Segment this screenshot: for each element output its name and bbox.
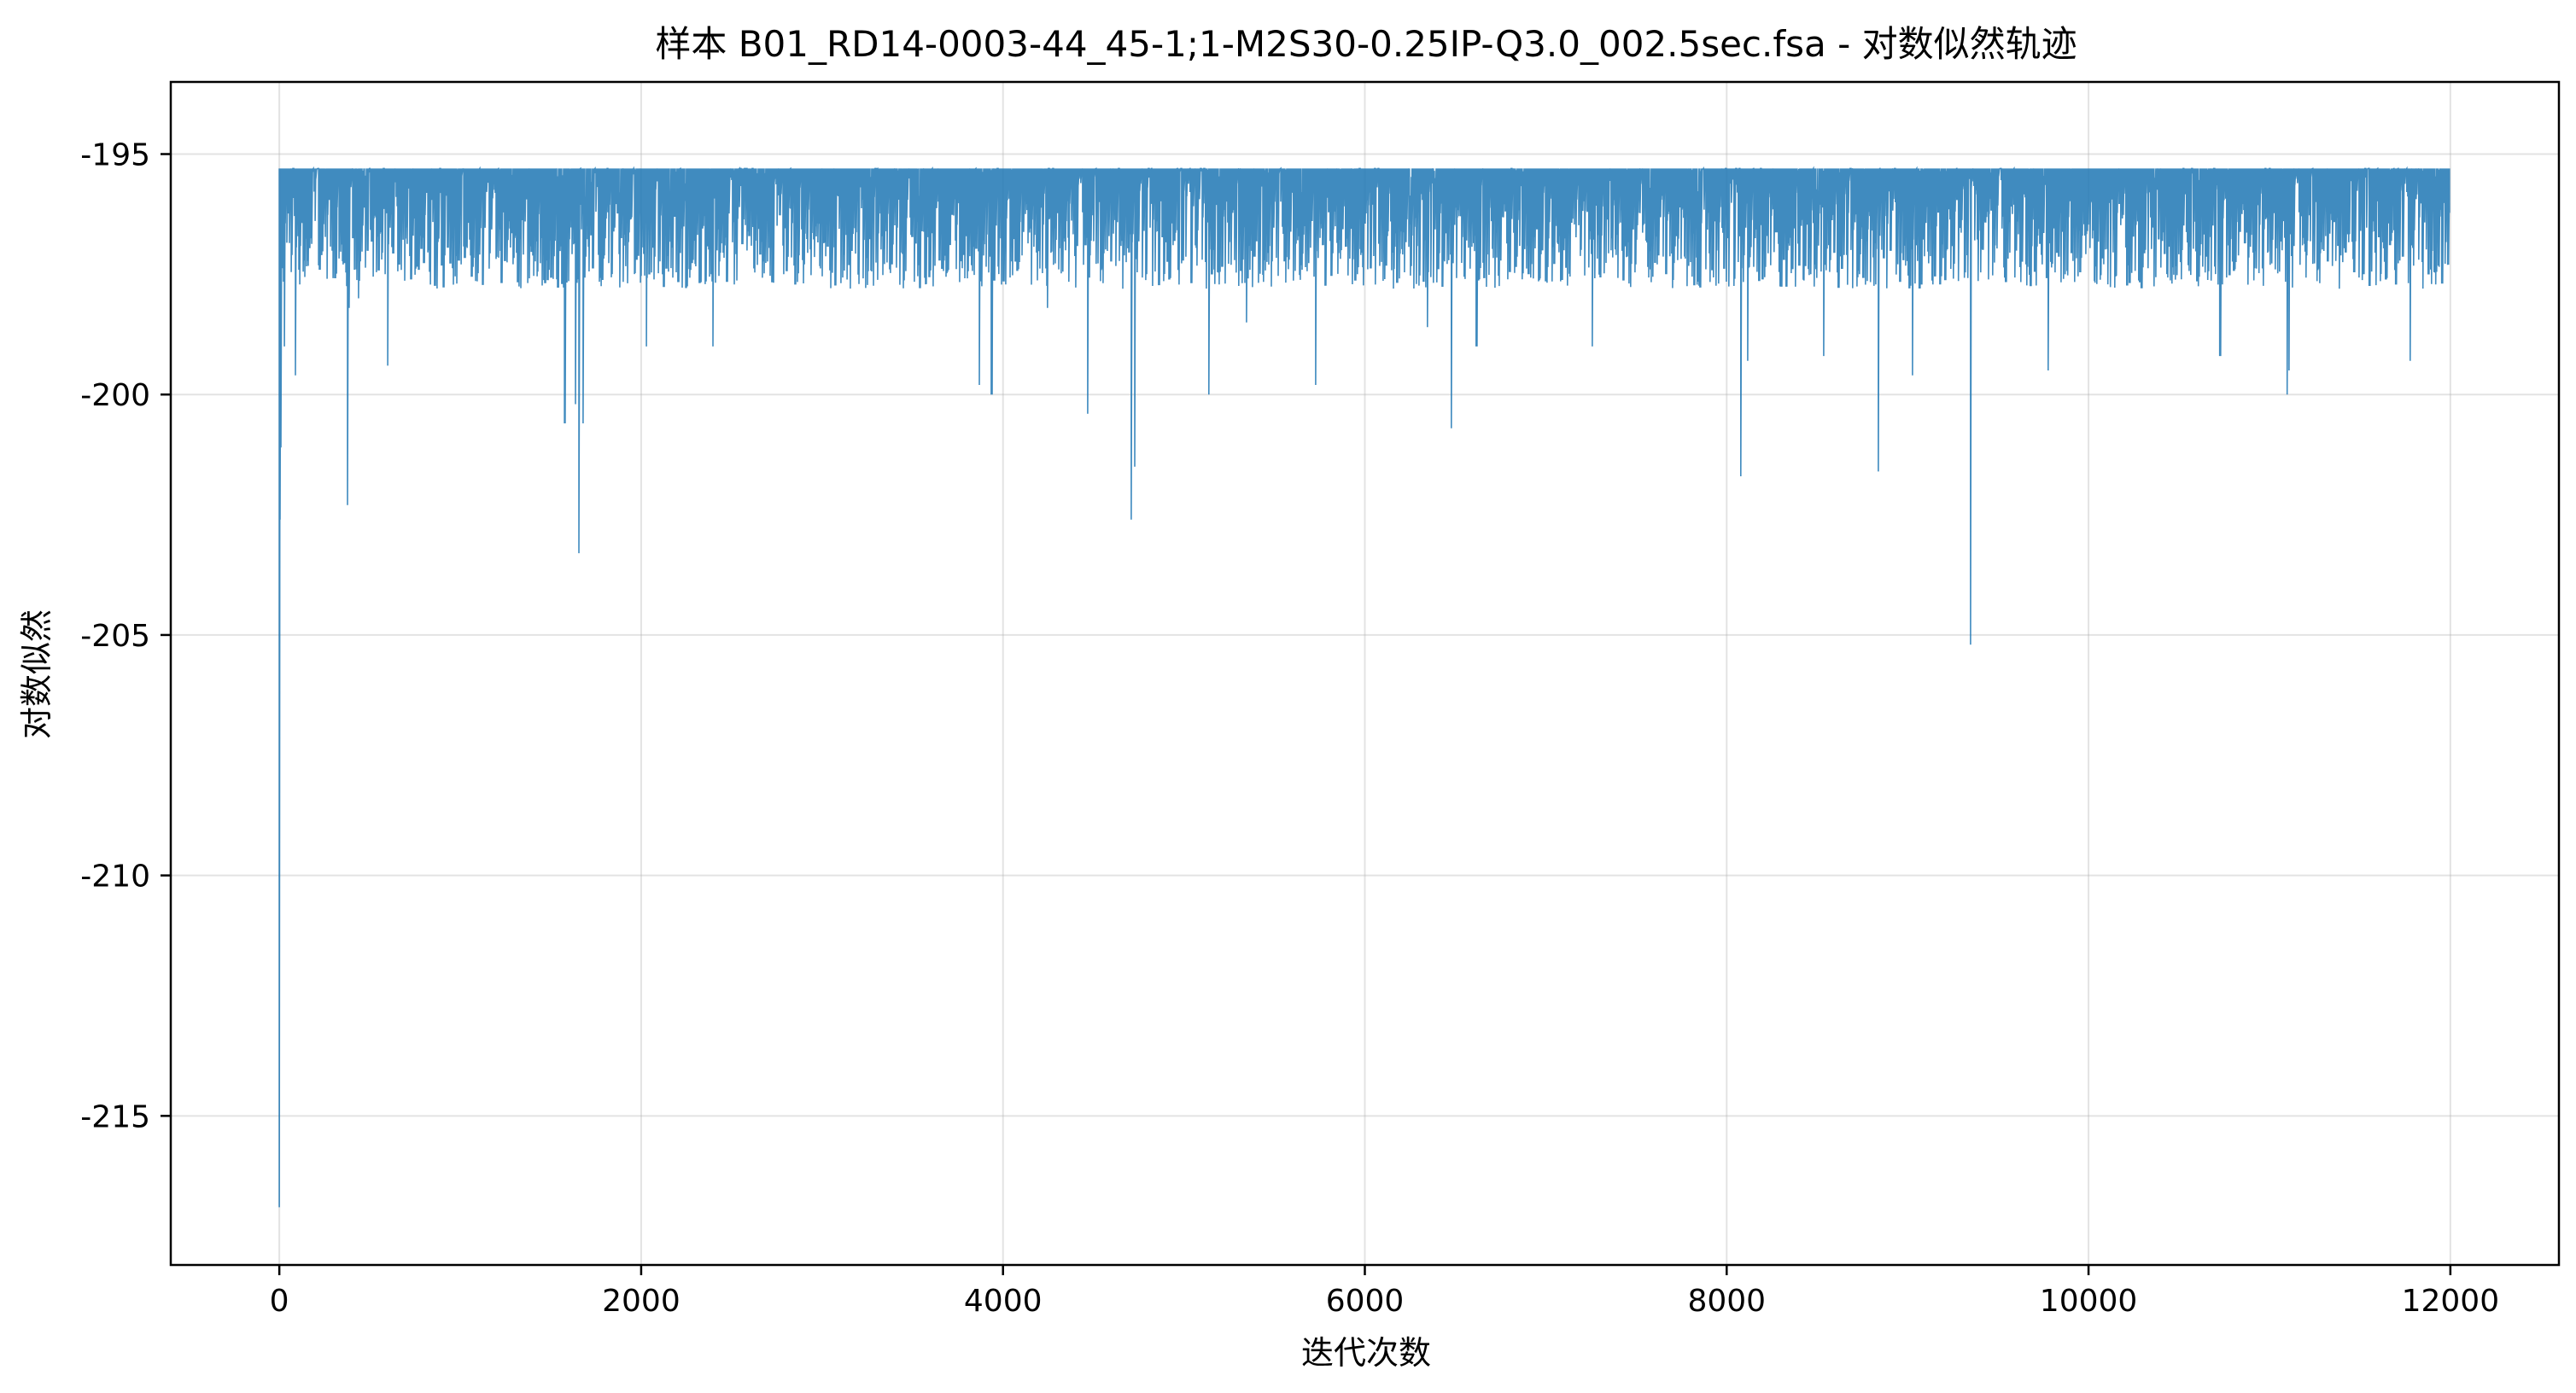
y-tick-label: -215 (80, 1099, 150, 1134)
y-axis-label: 对数似然 (18, 609, 55, 739)
chart-title: 样本 B01_RD14-0003-44_45-1;1-M2S30-0.25IP-… (655, 23, 2077, 65)
x-tick-label: 4000 (964, 1284, 1043, 1319)
y-tick-label: -195 (80, 138, 150, 173)
series-line (278, 166, 2450, 1208)
x-tick-label: 8000 (1687, 1284, 1766, 1319)
x-tick-label: 2000 (602, 1284, 681, 1319)
y-tick-label: -205 (80, 619, 150, 654)
x-tick-label: 0 (270, 1284, 289, 1319)
x-tick-label: 6000 (1326, 1284, 1405, 1319)
x-axis-label: 迭代次数 (1301, 1334, 1431, 1372)
axes: 0 2000 4000 6000 8000 10000 12000 -195 -200 -205 -… (80, 80, 2561, 1319)
x-tick-label: 12000 (2402, 1284, 2500, 1319)
y-tick-label: -210 (80, 860, 150, 895)
y-tick-label: -200 (80, 378, 150, 413)
x-tick-label: 10000 (2040, 1284, 2138, 1319)
plot-area (278, 166, 2450, 1208)
